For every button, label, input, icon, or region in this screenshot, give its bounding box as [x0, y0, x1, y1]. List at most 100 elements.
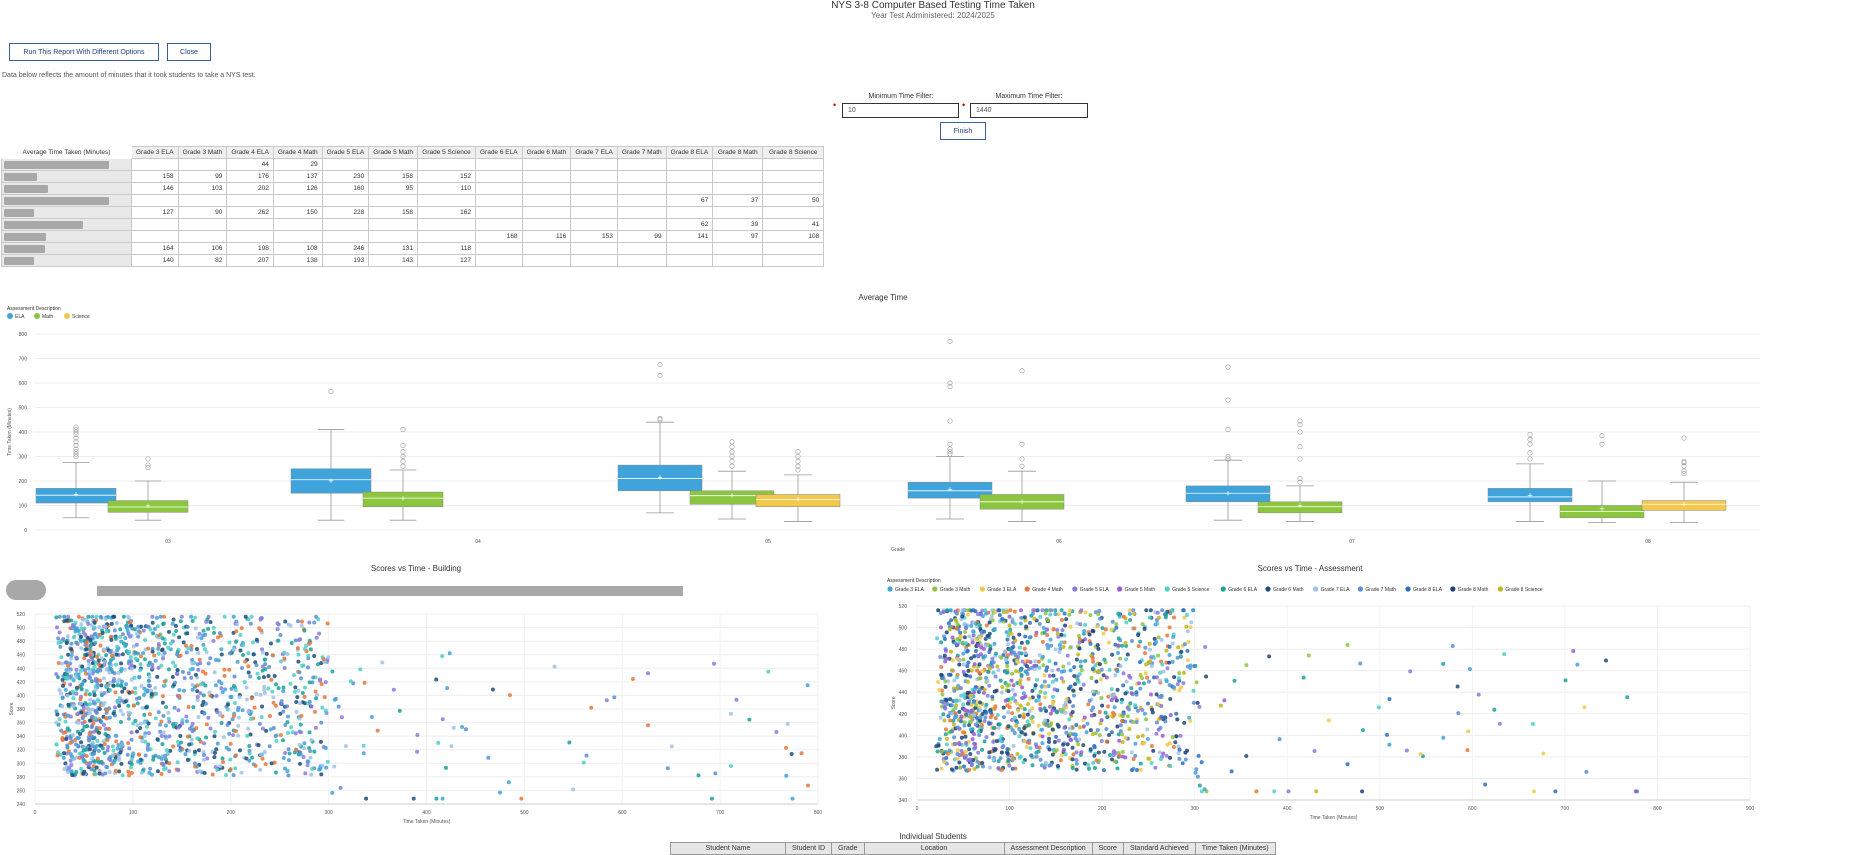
scatter-point — [99, 683, 104, 688]
scatter-point — [567, 740, 572, 745]
table-cell: 228 — [321, 206, 370, 219]
scatter-point — [1061, 742, 1066, 747]
building-filter-pill[interactable] — [6, 580, 46, 600]
scatter-point — [1079, 668, 1084, 673]
y-tick-label: 360 — [17, 721, 26, 727]
students-column-header[interactable]: Score — [1091, 842, 1124, 855]
scatter-point — [271, 700, 276, 705]
scatter-point — [463, 727, 468, 732]
y-tick-label: 400 — [19, 430, 28, 436]
scatter-point — [297, 670, 302, 675]
scatter-point — [1009, 718, 1014, 723]
scatter-point — [67, 766, 72, 771]
scatter-point — [1138, 686, 1143, 691]
legend-label: Grade 3 ELA — [895, 587, 925, 593]
scatter-point — [1151, 748, 1156, 753]
students-column-header[interactable]: Time Taken (Minutes) — [1194, 842, 1276, 855]
scatter-point — [202, 757, 207, 762]
students-column-header[interactable]: Standard Achieved — [1122, 842, 1196, 855]
scatter-point — [1078, 622, 1083, 627]
scatter-point — [227, 667, 232, 672]
close-button[interactable]: Close — [167, 43, 211, 61]
table-cell: 262 — [226, 206, 274, 219]
box-iqr — [362, 491, 444, 507]
mean-marker: + — [1225, 488, 1230, 498]
scatter-point — [262, 691, 267, 696]
scatter-point — [1027, 620, 1032, 625]
scatter-point — [1128, 618, 1133, 623]
min-time-input[interactable] — [842, 103, 959, 118]
scatter-point — [1164, 613, 1169, 618]
scatter-point — [1014, 669, 1019, 674]
box-iqr — [1257, 501, 1343, 514]
x-tick-label: 200 — [227, 810, 236, 816]
scatter-point — [1154, 675, 1159, 680]
students-column-header[interactable]: Assessment Description — [1003, 842, 1093, 855]
building-filter-bar[interactable] — [97, 586, 683, 596]
mean-marker: + — [1681, 499, 1686, 509]
scatter-point — [955, 656, 960, 661]
scatter-point — [55, 712, 60, 717]
outlier-point — [73, 451, 79, 457]
scatter-point — [1083, 622, 1088, 627]
students-column-header[interactable]: Student ID — [784, 842, 833, 855]
table-cell — [616, 182, 667, 195]
scatter-point — [1078, 687, 1083, 692]
scatter-point — [222, 667, 227, 672]
scatter-point — [1115, 766, 1120, 771]
redacted-label-bar — [4, 172, 37, 181]
outlier-point — [795, 458, 801, 464]
students-column-header[interactable]: Grade — [831, 842, 865, 855]
scatter-point — [296, 637, 301, 642]
max-time-input[interactable] — [970, 103, 1088, 118]
table-cell — [712, 170, 764, 183]
scatter-point — [1099, 718, 1104, 723]
scatter-point — [1112, 705, 1117, 710]
scatter-point — [1031, 608, 1036, 613]
scatter-point — [221, 759, 226, 764]
scatter-point — [58, 752, 63, 757]
scatter-point — [947, 627, 952, 632]
scatter-point — [271, 726, 276, 731]
students-column-header[interactable]: Student Name — [670, 842, 786, 855]
scatter-point — [954, 675, 959, 680]
table-cell — [474, 158, 523, 171]
students-column-header[interactable]: Location — [863, 842, 1005, 855]
scatter-point — [1048, 723, 1053, 728]
scatter-point — [451, 725, 456, 730]
scatter-point — [947, 748, 952, 753]
scatter-point — [159, 756, 164, 761]
scatter-point — [1003, 658, 1008, 663]
scatter-point — [951, 722, 956, 727]
scatter-point — [69, 647, 74, 652]
scatter-point — [113, 768, 118, 773]
scatter-point — [184, 719, 189, 724]
scatter-point — [1083, 610, 1088, 615]
scatter-point — [171, 617, 176, 622]
scatter-point — [314, 614, 319, 619]
scatter-point — [949, 618, 954, 623]
scatter-point — [102, 751, 107, 756]
scatter-point — [183, 752, 188, 757]
scatter-point — [112, 628, 117, 633]
scatter-point — [938, 715, 943, 720]
boxplot-box: + — [1185, 364, 1271, 521]
table-column-header: Grade 7 Math — [616, 146, 667, 159]
scatter-point — [1027, 709, 1032, 714]
scatter-point — [1072, 682, 1077, 687]
legend-label: Grade 5 Science — [1172, 587, 1209, 593]
scatter-point — [86, 621, 91, 626]
scatter-point — [1168, 764, 1173, 769]
scatter-point — [264, 651, 269, 656]
scatter-point — [1181, 681, 1186, 686]
run-different-options-button[interactable]: Run This Report With Different Options — [9, 43, 159, 61]
scatter-point — [323, 708, 328, 713]
finish-button[interactable]: Finish — [940, 122, 986, 140]
scatter-point — [1109, 698, 1114, 703]
scatter-point — [242, 680, 247, 685]
scatter-point — [1077, 725, 1082, 730]
scatter-point — [193, 672, 198, 677]
scatter-point — [89, 767, 94, 772]
scatter-point — [141, 628, 146, 633]
